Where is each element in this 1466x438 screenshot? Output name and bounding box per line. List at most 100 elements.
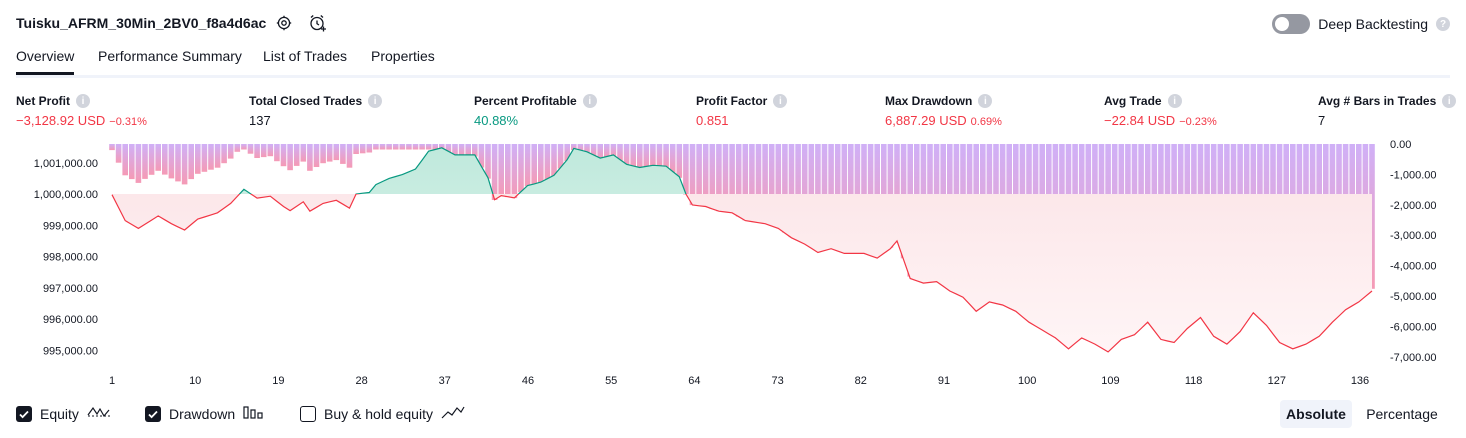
checkbox-checked-icon[interactable] bbox=[16, 405, 32, 422]
metric-label: Total Closed Trades bbox=[249, 94, 363, 108]
drawdown-bar bbox=[366, 144, 373, 153]
metric-percent-profitable: Percent Profitable i 40.88% bbox=[474, 94, 597, 128]
metric-percent: 0.69% bbox=[970, 116, 1002, 128]
drawdown-bar bbox=[669, 144, 676, 173]
metric-value: −3,128.92 USD bbox=[16, 113, 106, 128]
x-axis-tick: 109 bbox=[1101, 375, 1119, 387]
info-icon[interactable]: i bbox=[978, 94, 993, 108]
drawdown-bar bbox=[676, 144, 683, 178]
metric-total-closed-trades: Total Closed Trades i 137 bbox=[249, 94, 383, 128]
drawdown-bar bbox=[155, 144, 161, 171]
metric-label: Avg # Bars in Trades bbox=[1318, 94, 1437, 108]
tab-properties[interactable]: Properties bbox=[371, 48, 435, 64]
metric-value: 6,887.29 USD bbox=[885, 113, 967, 128]
drawdown-bar bbox=[571, 144, 577, 151]
question-icon[interactable]: ? bbox=[1436, 17, 1450, 31]
drawdown-bar bbox=[762, 144, 768, 224]
drawdown-bar bbox=[241, 144, 247, 150]
drawdown-bar bbox=[109, 144, 115, 151]
left-axis-tick: 996,000.00 bbox=[43, 314, 98, 326]
metric-value: 40.88% bbox=[474, 113, 519, 128]
drawdown-bar bbox=[359, 144, 366, 154]
drawdown-bar bbox=[254, 144, 260, 158]
left-axis-tick: 997,000.00 bbox=[43, 283, 98, 295]
metric-profit-factor: Profit Factor i 0.851 bbox=[696, 94, 788, 128]
metric-net-profit: Net Profit i −3,128.92 USD −0.31% bbox=[16, 94, 147, 128]
tab-overview[interactable]: Overview bbox=[16, 48, 75, 75]
drawdown-bar bbox=[617, 144, 623, 161]
x-axis-tick: 73 bbox=[771, 375, 783, 387]
x-axis-tick: 37 bbox=[439, 375, 451, 387]
drawdown-bar bbox=[795, 144, 801, 241]
metric-percent: −0.23% bbox=[1179, 116, 1217, 128]
absolute-button[interactable]: Absolute bbox=[1280, 400, 1352, 428]
strategy-title: Tuisku_AFRM_30Min_2BV0_f8a4d6ac bbox=[16, 15, 267, 31]
drawdown-bar bbox=[122, 144, 128, 176]
gear-icon[interactable] bbox=[274, 13, 294, 33]
equity-area-negative bbox=[112, 194, 1372, 352]
drawdown-bar bbox=[195, 144, 201, 174]
drawdown-bar bbox=[485, 144, 491, 179]
tab-performance-summary[interactable]: Performance Summary bbox=[98, 48, 242, 64]
right-axis-tick: -1,000.00 bbox=[1390, 169, 1436, 181]
drawdown-bar bbox=[445, 144, 452, 153]
drawdown-bar bbox=[788, 144, 795, 238]
drawdown-bar bbox=[142, 144, 148, 179]
tab-list-of-trades[interactable]: List of Trades bbox=[263, 48, 348, 64]
drawdown-bar bbox=[689, 144, 696, 206]
info-icon[interactable]: i bbox=[76, 94, 90, 108]
drawdown-bar bbox=[478, 144, 485, 168]
x-axis-tick: 136 bbox=[1351, 375, 1369, 387]
drawdown-bar bbox=[735, 144, 742, 217]
drawdown-bar bbox=[274, 144, 280, 162]
legend-equity[interactable]: Equity bbox=[16, 404, 111, 423]
drawdown-bar bbox=[392, 144, 399, 150]
metric-value: 7 bbox=[1318, 113, 1326, 128]
x-axis-tick: 28 bbox=[355, 375, 367, 387]
x-axis-tick: 64 bbox=[688, 375, 700, 387]
alarm-clock-plus-icon[interactable] bbox=[308, 13, 328, 33]
x-axis-tick: 127 bbox=[1268, 375, 1286, 387]
legend-drawdown[interactable]: Drawdown bbox=[145, 404, 265, 423]
metric-label: Net Profit bbox=[16, 94, 70, 108]
info-icon[interactable]: i bbox=[1167, 94, 1182, 108]
info-icon[interactable]: i bbox=[582, 94, 597, 108]
legend-buy-hold-equity[interactable]: Buy & hold equity bbox=[300, 404, 465, 423]
drawdown-bar bbox=[419, 144, 425, 150]
drawdown-bar bbox=[650, 144, 656, 167]
drawdown-bar bbox=[234, 144, 241, 152]
drawdown-bar bbox=[590, 144, 597, 157]
checkbox-checked-icon[interactable] bbox=[145, 405, 161, 422]
drawdown-bar bbox=[749, 144, 755, 222]
deep-backtesting-label: Deep Backtesting bbox=[1318, 16, 1428, 32]
toggle-knob bbox=[1275, 17, 1290, 31]
drawdown-bar bbox=[247, 144, 254, 154]
drawdown-bar bbox=[148, 144, 155, 175]
drawdown-bar bbox=[768, 144, 775, 226]
x-axis-tick: 91 bbox=[938, 375, 950, 387]
drawdown-bar bbox=[333, 144, 340, 161]
equity-line-icon bbox=[87, 404, 111, 423]
deep-backtesting-toggle[interactable] bbox=[1272, 14, 1311, 34]
drawdown-bar bbox=[505, 144, 511, 198]
legend-label: Equity bbox=[40, 405, 79, 422]
equity-drawdown-chart[interactable]: 1,001,000.00 1,000,000.00 999,000.00 998,00… bbox=[0, 138, 1466, 396]
checkbox-unchecked-icon[interactable] bbox=[300, 405, 316, 422]
info-icon[interactable]: i bbox=[1442, 94, 1457, 108]
drawdown-bar bbox=[293, 144, 300, 166]
x-axis-tick: 118 bbox=[1185, 375, 1203, 387]
info-icon[interactable]: i bbox=[773, 94, 788, 108]
right-axis-tick: -3,000.00 bbox=[1390, 230, 1436, 242]
drawdown-bar bbox=[709, 144, 716, 209]
percentage-button[interactable]: Percentage bbox=[1366, 406, 1438, 422]
drawdown-bar bbox=[181, 144, 188, 185]
deep-backtesting-control: Deep Backtesting ? bbox=[1272, 12, 1450, 36]
drawdown-bar bbox=[175, 144, 181, 182]
drawdown-bar bbox=[115, 144, 122, 163]
info-icon[interactable]: i bbox=[368, 94, 383, 108]
metric-value: 137 bbox=[249, 113, 271, 128]
right-axis: 0.00 -1,000.00 -2,000.00 -3,000.00 -4,000.00… bbox=[1390, 139, 1436, 364]
right-axis-tick: -6,000.00 bbox=[1390, 322, 1436, 334]
drawdown-bar bbox=[458, 144, 465, 157]
metric-avg-trade: Avg Trade i −22.84 USD −0.23% bbox=[1104, 94, 1217, 128]
